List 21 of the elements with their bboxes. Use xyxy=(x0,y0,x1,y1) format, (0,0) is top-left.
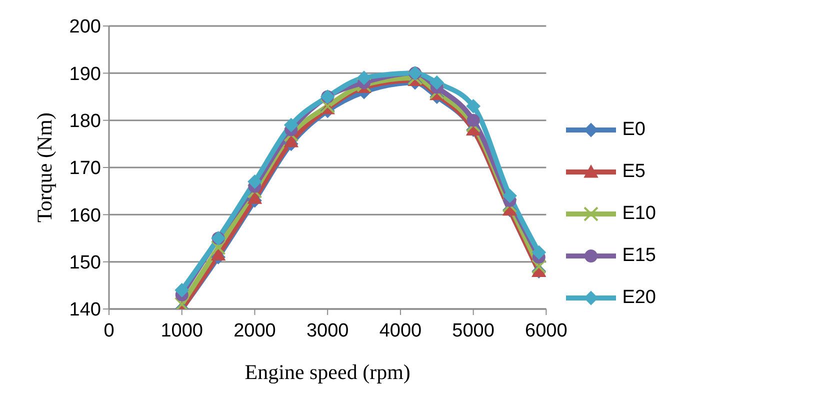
legend-label: E0 xyxy=(622,118,646,140)
y-tick-label: 160 xyxy=(69,205,101,226)
legend-label: E15 xyxy=(622,244,656,266)
x-tick-label: 3000 xyxy=(306,320,349,342)
legend-label: E5 xyxy=(622,160,646,182)
x-axis-title: Engine speed (rpm) xyxy=(244,360,410,384)
x-tick-label: 5000 xyxy=(452,320,494,342)
y-tick-label: 140 xyxy=(69,300,101,321)
x-tick-label: 6000 xyxy=(525,320,568,342)
x-tick-label: 4000 xyxy=(379,320,422,342)
legend-label: E20 xyxy=(622,286,656,308)
y-tick-label: 180 xyxy=(69,111,101,132)
y-tick-label: 170 xyxy=(69,158,101,180)
y-tick-label: 190 xyxy=(69,64,101,85)
x-tick-label: 1000 xyxy=(160,320,204,342)
legend-label: E10 xyxy=(622,202,656,224)
y-tick-label: 150 xyxy=(69,252,101,274)
y-tick-label: 200 xyxy=(69,16,101,38)
y-axis-title: Torque (Nm) xyxy=(32,112,56,222)
x-tick-label: 0 xyxy=(104,320,114,342)
x-tick-label: 2000 xyxy=(234,320,276,342)
